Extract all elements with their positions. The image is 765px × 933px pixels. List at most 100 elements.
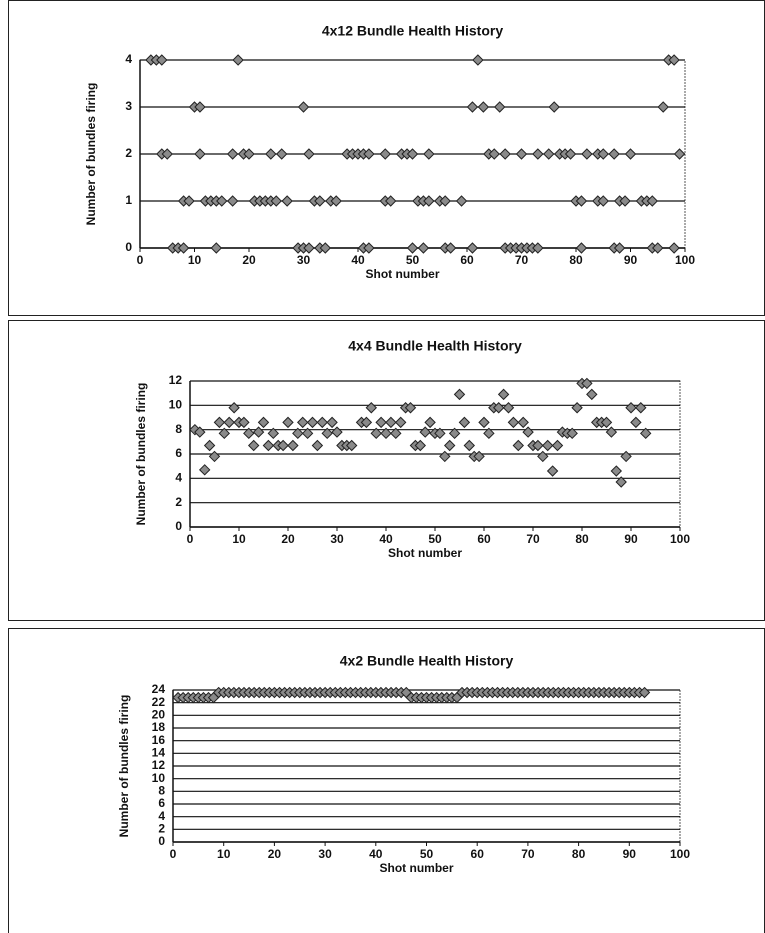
y-tick-label: 12 — [152, 758, 166, 772]
data-point — [265, 148, 277, 160]
data-point — [252, 426, 265, 438]
y-tick-label: 0 — [175, 519, 182, 533]
data-point — [507, 416, 520, 429]
data-point — [292, 427, 304, 440]
x-tick-label: 80 — [572, 847, 586, 861]
data-point — [226, 148, 239, 160]
data-point — [281, 195, 293, 207]
x-tick-label: 70 — [515, 253, 529, 267]
x-tick-label: 60 — [471, 847, 485, 861]
data-point — [419, 426, 431, 438]
y-tick-label: 2 — [175, 495, 182, 509]
y-tick-label: 24 — [152, 682, 166, 696]
data-point — [488, 148, 500, 160]
data-point — [668, 54, 680, 66]
data-point — [363, 148, 375, 160]
y-tick-label: 6 — [158, 796, 165, 810]
data-point — [210, 242, 223, 254]
data-point — [586, 388, 598, 401]
data-point — [444, 242, 457, 254]
y-axis-label: Number of bundles firing — [117, 695, 131, 838]
data-point — [613, 242, 626, 254]
data-point — [610, 465, 623, 477]
y-tick-label: 18 — [152, 720, 166, 734]
data-point — [600, 416, 613, 429]
data-point — [232, 54, 244, 66]
y-tick-label: 1 — [125, 193, 132, 207]
y-tick-label: 2 — [158, 822, 165, 836]
y-tick-label: 3 — [125, 99, 132, 113]
y-tick-label: 6 — [175, 446, 182, 460]
data-point — [472, 54, 484, 66]
data-point — [360, 416, 373, 429]
data-point — [575, 242, 588, 254]
data-point — [639, 427, 652, 440]
y-tick-label: 4 — [158, 809, 165, 823]
data-point — [321, 427, 333, 440]
data-point — [316, 416, 329, 429]
x-tick-label: 60 — [477, 532, 491, 546]
x-tick-label: 10 — [188, 253, 202, 267]
data-point — [194, 148, 206, 160]
x-tick-label: 70 — [526, 532, 540, 546]
data-point — [424, 416, 436, 429]
y-tick-label: 0 — [158, 834, 165, 848]
data-point — [345, 439, 358, 452]
data-point — [581, 148, 593, 160]
data-point — [238, 416, 250, 429]
data-point — [630, 416, 642, 429]
data-point — [515, 148, 528, 160]
x-tick-label: 20 — [268, 847, 282, 861]
data-point — [543, 148, 555, 160]
data-point — [262, 439, 275, 452]
data-point — [620, 450, 632, 463]
data-point — [615, 476, 627, 488]
x-tick-label: 100 — [675, 253, 695, 267]
chart-title: 4x12 Bundle Health History — [322, 23, 503, 39]
x-tick-label: 50 — [428, 532, 442, 546]
data-point — [275, 148, 288, 160]
data-point — [243, 427, 255, 440]
data-point — [439, 450, 451, 463]
x-tick-label: 20 — [242, 253, 256, 267]
data-point — [380, 427, 392, 440]
data-point — [423, 148, 435, 160]
data-point — [466, 101, 479, 113]
data-point — [448, 427, 461, 440]
y-tick-label: 12 — [169, 373, 183, 387]
data-point — [417, 242, 430, 254]
data-point — [213, 416, 226, 429]
x-tick-label: 10 — [217, 847, 231, 861]
data-point — [502, 402, 515, 414]
data-point — [564, 148, 577, 160]
y-axis-label: Number of bundles firing — [134, 383, 148, 526]
data-point — [458, 416, 471, 429]
data-point — [330, 195, 342, 207]
data-point — [156, 54, 168, 66]
x-axis-label: Shot number — [380, 861, 454, 875]
x-tick-label: 80 — [569, 253, 583, 267]
data-point — [226, 195, 239, 207]
data-point — [638, 686, 651, 699]
data-point — [247, 439, 260, 452]
x-axis-label: Shot number — [388, 546, 462, 560]
x-tick-label: 40 — [379, 532, 393, 546]
chart-title: 4x2 Bundle Health History — [340, 653, 514, 669]
data-point — [532, 439, 544, 452]
data-point — [198, 464, 211, 476]
data-point — [463, 439, 476, 452]
data-point — [625, 402, 637, 414]
x-tick-label: 50 — [406, 253, 420, 267]
data-point — [385, 416, 397, 429]
data-point — [478, 416, 490, 429]
data-point — [597, 195, 609, 207]
data-point — [434, 427, 446, 440]
data-point — [404, 402, 417, 414]
x-tick-label: 40 — [369, 847, 383, 861]
data-point — [296, 416, 309, 429]
data-point — [597, 148, 609, 160]
data-point — [492, 402, 505, 414]
x-tick-label: 20 — [281, 532, 295, 546]
data-point — [477, 101, 490, 113]
data-point — [571, 402, 583, 414]
